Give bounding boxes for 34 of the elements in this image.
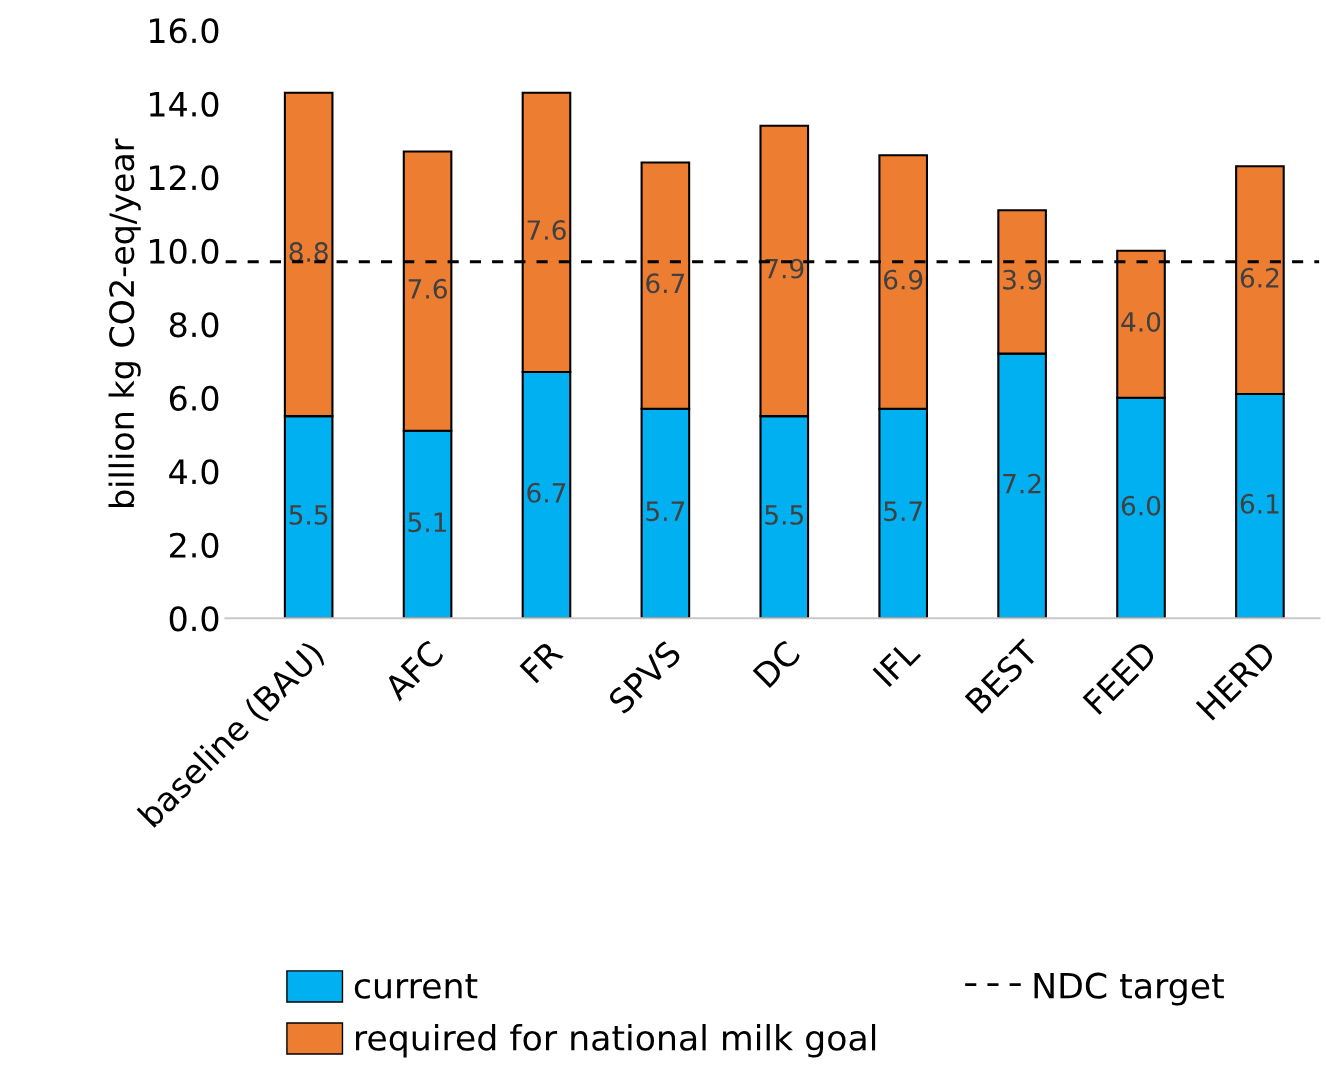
- data-label: 6.2: [1240, 267, 1279, 288]
- legend-label: required for national milk goal: [356, 1023, 876, 1058]
- data-label: 6.1: [1240, 493, 1279, 514]
- data-label: 6.9: [884, 269, 923, 290]
- data-label: 3.9: [1003, 269, 1042, 290]
- y-tick-label: 10.0: [150, 238, 219, 264]
- y-tick-label: 2.0: [169, 532, 219, 558]
- x-tick-label: IFL: [872, 638, 921, 687]
- y-tick-label: 0.0: [169, 606, 219, 632]
- data-label: 5.5: [765, 505, 803, 525]
- data-label: 7.6: [408, 278, 447, 299]
- data-label: 5.1: [408, 512, 447, 533]
- y-tick-label: 4.0: [169, 459, 219, 485]
- y-tick-label: 14.0: [150, 91, 219, 117]
- data-label: 5.5: [289, 505, 328, 525]
- data-label: 4.0: [1121, 311, 1161, 332]
- data-label: 7.2: [1003, 473, 1041, 494]
- data-label: 5.7: [646, 501, 685, 522]
- legend-label: current: [354, 973, 478, 999]
- data-label: 6.0: [1121, 495, 1161, 516]
- x-tick-label: FR: [519, 639, 564, 684]
- data-label: 6.7: [527, 482, 566, 503]
- y-axis-title: billion kg CO2-eq/year: [108, 138, 141, 507]
- y-tick-label: 16.0: [150, 18, 219, 44]
- data-label: 8.8: [289, 242, 328, 263]
- data-label: 5.7: [884, 501, 922, 522]
- x-tick-label: DC: [752, 639, 802, 689]
- data-label: 6.7: [646, 273, 685, 294]
- data-label: 7.9: [765, 258, 804, 279]
- y-tick-label: 12.0: [150, 165, 219, 191]
- y-tick-label: 6.0: [169, 385, 219, 411]
- data-label: 7.6: [527, 220, 566, 241]
- legend-label: NDC target: [1034, 972, 1224, 1006]
- y-tick-label: 8.0: [169, 312, 219, 338]
